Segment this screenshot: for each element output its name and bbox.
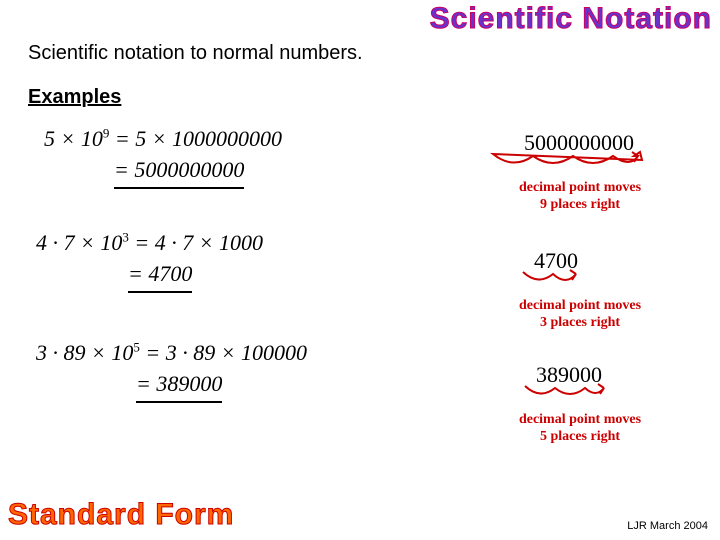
page-header-title: Scientific Notation — [430, 2, 712, 36]
subtitle-text: Scientific notation to normal numbers. — [28, 42, 363, 65]
equation-1-line2: = 5000000000 — [44, 155, 282, 189]
caption-1: decimal point moves9 places right — [470, 180, 690, 214]
equation-2: 4 · 7 × 103 = 4 · 7 × 1000 = 4700 — [36, 228, 263, 293]
equation-2-line2: = 4700 — [36, 259, 263, 293]
examples-heading: Examples — [28, 86, 121, 109]
arrow-icon-1 — [488, 150, 648, 172]
equation-3-line2: = 389000 — [36, 369, 307, 403]
equation-1-line1: 5 × 109 = 5 × 1000000000 — [44, 124, 282, 155]
arrow-icon-2 — [518, 268, 598, 290]
equation-3: 3 · 89 × 105 = 3 · 89 × 100000 = 389000 — [36, 338, 307, 403]
caption-2: decimal point moves3 places right — [470, 298, 690, 332]
equation-2-line1: 4 · 7 × 103 = 4 · 7 × 1000 — [36, 228, 263, 259]
arrow-icon-3 — [520, 382, 620, 404]
equation-1: 5 × 109 = 5 × 1000000000 = 5000000000 — [44, 124, 282, 189]
equation-3-line1: 3 · 89 × 105 = 3 · 89 × 100000 — [36, 338, 307, 369]
caption-3: decimal point moves5 places right — [470, 412, 690, 446]
footer-logo: Standard Form — [8, 498, 234, 532]
credit-text: LJR March 2004 — [627, 520, 708, 532]
